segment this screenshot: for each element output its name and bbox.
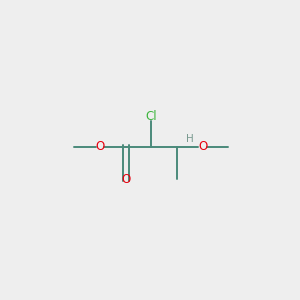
Text: H: H bbox=[186, 134, 194, 144]
Text: O: O bbox=[121, 173, 130, 186]
Text: O: O bbox=[198, 140, 207, 153]
Text: O: O bbox=[96, 140, 105, 153]
Text: Cl: Cl bbox=[146, 110, 157, 123]
